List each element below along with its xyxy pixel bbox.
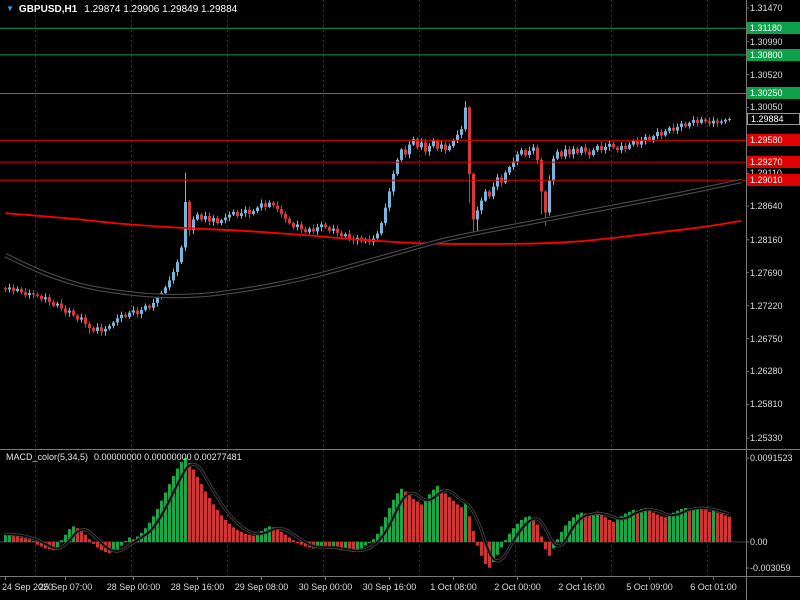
symbol-dropdown-icon[interactable]: ▼ <box>6 4 14 13</box>
support-level-label: 1.29270 <box>747 156 800 169</box>
time-axis-label: 6 Oct 01:00 <box>690 582 737 592</box>
price-axis-label: 1.26750 <box>750 333 783 344</box>
resistance-level-label: 1.30800 <box>747 48 800 61</box>
time-axis-label: 5 Oct 09:00 <box>626 582 673 592</box>
chart-title: ▼ GBPUSD,H1 1.29874 1.29906 1.29849 1.2988… <box>6 4 237 15</box>
price-axis-label: 1.27220 <box>750 300 783 311</box>
time-axis-label: 28 Sep 16:00 <box>170 582 225 592</box>
macd-values: 0.00000000 0.00000000 0.00277481 <box>94 452 242 462</box>
time-axis-label: 30 Sep 16:00 <box>362 582 417 592</box>
time-axis-label: 24 Sep 2020 <box>2 582 54 592</box>
time-axis-label: 2 Oct 00:00 <box>494 582 541 592</box>
macd-axis-label: -0.003059 <box>750 563 791 573</box>
macd-axis-label: 0.0091523 <box>750 453 793 463</box>
time-axis-label: 28 Sep 00:00 <box>106 582 161 592</box>
price-axis-label: 1.28160 <box>750 234 783 245</box>
price-axis-label: 1.30520 <box>750 69 783 80</box>
time-axis-label: 25 Sep 07:00 <box>38 582 93 592</box>
resistance-level-label: 1.30250 <box>747 87 800 100</box>
time-axis-label: 2 Oct 16:00 <box>558 582 605 592</box>
price-axis-label: 1.29110 <box>750 168 782 179</box>
price-axis-label: 1.30050 <box>750 102 783 113</box>
symbol-period-label: GBPUSD,H1 <box>18 4 78 15</box>
time-axis-label: 29 Sep 08:00 <box>234 582 289 592</box>
macd-axis-label: 0.00 <box>750 537 768 547</box>
macd-indicator-label: MACD_color(5,34,5) 0.00000000 0.00000000 … <box>6 452 242 462</box>
support-level-label: 1.29010 <box>747 174 800 187</box>
price-axis-label: 1.30990 <box>750 36 783 47</box>
price-axis-label: 1.27690 <box>750 267 783 278</box>
current-price-label: 1.29884 <box>747 113 800 126</box>
price-axis-label: 1.26280 <box>750 366 783 377</box>
price-axis-label: 1.28640 <box>750 201 783 212</box>
price-axis-label: 1.31470 <box>750 3 783 13</box>
time-axis-label: 1 Oct 08:00 <box>430 582 477 592</box>
support-level-label: 1.29580 <box>747 134 800 147</box>
resistance-level-label: 1.31180 <box>747 22 800 35</box>
price-axis-label: 1.25330 <box>750 433 783 443</box>
price-axis-label: 1.25810 <box>750 399 783 410</box>
macd-name: MACD_color(5,34,5) <box>6 452 89 462</box>
time-axis-label: 30 Sep 00:00 <box>298 582 353 592</box>
ohlc-values: 1.29874 1.29906 1.29849 1.29884 <box>84 4 238 15</box>
